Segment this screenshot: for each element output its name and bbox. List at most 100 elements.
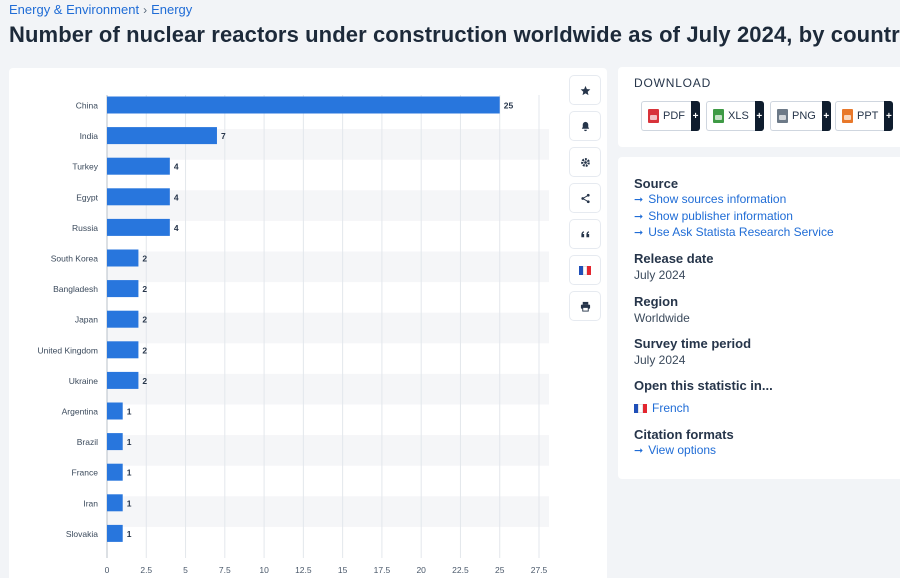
cite-button[interactable] <box>570 220 600 248</box>
notification-button[interactable] <box>570 112 600 140</box>
row-band <box>107 190 549 221</box>
bar[interactable] <box>107 127 217 145</box>
data-label: 1 <box>127 407 132 417</box>
download-ppt-group: PPT + <box>835 101 894 131</box>
french-flag-icon <box>578 265 592 275</box>
x-tick-label: 12.5 <box>295 565 312 575</box>
download-ppt-button[interactable]: PPT <box>835 101 885 131</box>
star-icon <box>580 85 590 95</box>
bar[interactable] <box>107 310 139 328</box>
bell-icon <box>581 121 589 131</box>
data-label: 25 <box>504 101 514 111</box>
data-label: 4 <box>174 223 179 233</box>
quote-icon <box>580 230 589 237</box>
download-panel: DOWNLOAD PDF + XLS + PNG + PPT + <box>618 67 900 147</box>
arrow-right-icon: ➞ <box>634 226 644 239</box>
category-label: Bangladesh <box>53 284 98 294</box>
statistic-info-panel: Source ➞ Show sources information ➞ Show p… <box>618 157 900 479</box>
data-label: 1 <box>127 498 132 508</box>
page-title: Number of nuclear reactors under constru… <box>9 22 900 47</box>
download-xls-button[interactable]: XLS <box>706 101 755 131</box>
category-label: France <box>72 468 99 478</box>
bar[interactable] <box>107 157 170 175</box>
x-tick-label: 5 <box>183 565 188 575</box>
download-xls-plus-button[interactable]: + <box>754 101 764 131</box>
breadcrumb-link-energy[interactable]: Energy <box>151 2 193 17</box>
survey-period-heading: Survey time period <box>634 336 752 351</box>
category-label: China <box>76 101 98 111</box>
x-tick-label: 17.5 <box>374 565 391 575</box>
download-png-button[interactable]: PNG <box>770 101 822 131</box>
x-tick-label: 10 <box>259 565 269 575</box>
ppt-file-icon <box>842 109 853 123</box>
data-label: 4 <box>174 162 179 172</box>
download-ppt-plus-button[interactable]: + <box>884 101 894 131</box>
source-heading: Source <box>634 176 679 191</box>
row-band <box>107 496 549 527</box>
show-publisher-label: Show publisher information <box>648 209 793 223</box>
breadcrumb-separator: › <box>143 2 148 17</box>
french-version-button[interactable] <box>570 256 600 284</box>
breadcrumb-link-energy-environment[interactable]: Energy & Environment <box>9 2 140 17</box>
row-band <box>107 251 549 283</box>
print-icon <box>580 301 590 312</box>
bar[interactable] <box>107 402 123 420</box>
share-icon <box>580 193 590 203</box>
settings-button[interactable] <box>570 148 600 176</box>
arrow-right-icon: ➞ <box>634 444 644 457</box>
x-tick-label: 20 <box>416 565 426 575</box>
category-label: Ukraine <box>69 376 99 386</box>
download-pdf-button[interactable]: PDF <box>641 101 691 131</box>
x-tick-label: 22.5 <box>452 565 469 575</box>
bar[interactable] <box>107 524 123 542</box>
bar[interactable] <box>107 341 139 359</box>
bar[interactable] <box>107 280 139 298</box>
data-label: 1 <box>127 468 132 478</box>
download-png-plus-button[interactable]: + <box>821 101 831 131</box>
category-label: India <box>80 131 99 141</box>
download-xls-label: XLS <box>728 110 749 122</box>
show-sources-link[interactable]: ➞ Show sources information <box>634 192 786 206</box>
bar[interactable] <box>107 249 139 267</box>
data-label: 2 <box>142 284 147 294</box>
data-label: 7 <box>221 131 226 141</box>
row-band <box>107 373 549 405</box>
favorite-button[interactable] <box>570 76 600 104</box>
french-flag-icon <box>634 403 647 413</box>
category-label: Iran <box>83 498 98 508</box>
breadcrumb: Energy & Environment › Energy <box>9 2 192 17</box>
download-xls-group: XLS + <box>706 101 764 131</box>
category-label: United Kingdom <box>38 345 98 355</box>
download-pdf-label: PDF <box>663 110 685 122</box>
arrow-right-icon: ➞ <box>634 210 644 223</box>
data-label: 2 <box>142 315 147 325</box>
show-sources-label: Show sources information <box>648 192 787 206</box>
download-pdf-plus-button[interactable]: + <box>691 101 700 131</box>
bar[interactable] <box>107 494 123 512</box>
download-png-label: PNG <box>792 110 816 122</box>
bar[interactable] <box>107 188 170 206</box>
bar[interactable] <box>107 463 123 481</box>
bar[interactable] <box>107 371 139 389</box>
bar[interactable] <box>107 96 500 114</box>
download-title: DOWNLOAD <box>634 76 712 90</box>
view-citation-options-link[interactable]: ➞ View options <box>634 443 716 457</box>
share-button[interactable] <box>570 184 600 212</box>
citation-formats-heading: Citation formats <box>634 427 734 442</box>
bar-chart: 0 2.5 5 7.5 10 12.5 15 17.5 20 22.5 25 27.5 China 25 I… <box>38 95 549 575</box>
print-button[interactable] <box>570 292 600 320</box>
x-tick-label: 25 <box>495 565 505 575</box>
bar[interactable] <box>107 218 170 236</box>
ask-statista-link[interactable]: ➞ Use Ask Statista Research Service <box>634 225 834 239</box>
x-tick-label: 0 <box>105 565 110 575</box>
show-publisher-link[interactable]: ➞ Show publisher information <box>634 209 793 223</box>
category-label: Turkey <box>72 162 98 172</box>
row-band <box>107 435 549 466</box>
open-in-french-link[interactable]: French <box>634 401 689 415</box>
category-label: Russia <box>72 223 98 233</box>
category-label: Slovakia <box>66 529 98 539</box>
category-label: South Korea <box>51 254 99 264</box>
row-band <box>107 312 549 344</box>
bar[interactable] <box>107 433 123 451</box>
download-png-group: PNG + <box>770 101 831 131</box>
